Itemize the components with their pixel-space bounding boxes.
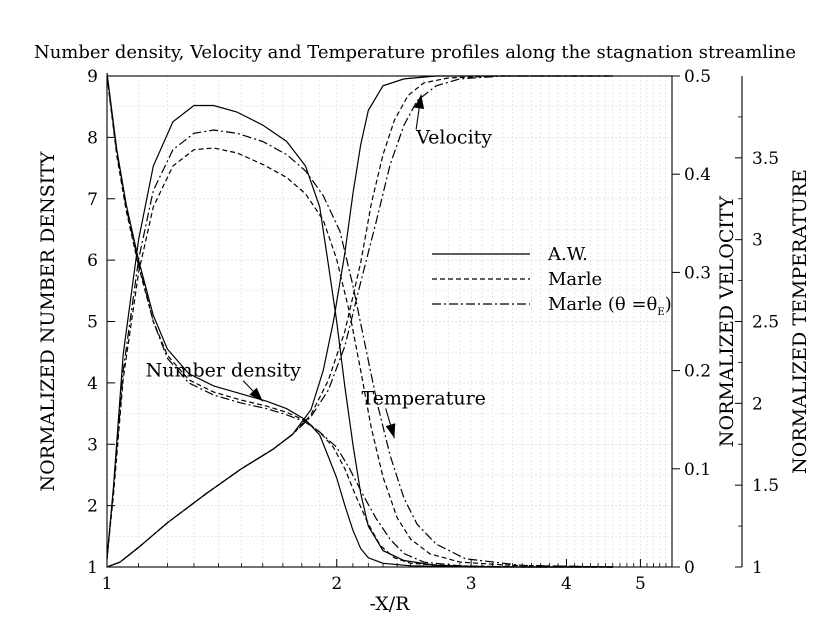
y-axis-label-left: NORMALIZED NUMBER DENSITY <box>37 151 59 491</box>
axes: 1 2 3 4 5 1 2 3 4 5 6 7 8 9 0 0.1 0.2 0.3 0.4 0.5 1 1.5 2 2.5 3 3… <box>87 67 779 594</box>
annotation-arrow-head <box>414 94 425 109</box>
grid <box>106 75 673 568</box>
y-temperature-tick-label: 2.5 <box>752 313 779 333</box>
y-left-tick-label: 7 <box>87 190 98 210</box>
y-left-tick-label: 9 <box>87 67 98 87</box>
y-velocity-tick-label: 0.5 <box>684 67 711 87</box>
y-left-tick-label: 5 <box>87 313 98 333</box>
legend-label: Marle <box>548 269 602 290</box>
chart-title: Number density, Velocity and Temperature… <box>34 42 796 63</box>
y-left-tick-label: 6 <box>87 251 98 271</box>
y-left-tick-label: 3 <box>87 435 98 455</box>
y-velocity-tick-label: 0 <box>684 558 695 578</box>
velocity-dashdot-line <box>106 75 613 568</box>
annotation-label: Temperature <box>361 387 485 409</box>
x-axis-label: -X/R <box>370 593 411 615</box>
number-density-dashed-line <box>106 75 613 568</box>
x-tick-label: 1 <box>102 574 113 594</box>
y-velocity-tick-label: 0.3 <box>684 263 711 283</box>
y-velocity-tick-label: 0.2 <box>684 362 711 382</box>
y-temperature-tick-label: 2 <box>752 394 763 414</box>
temperature-dashdot-line <box>106 129 613 568</box>
annotation-arrow-head <box>385 423 396 439</box>
y-left-tick-label: 8 <box>87 128 98 148</box>
y-axis-label-temperature: NORMALIZED TEMPERATURE <box>789 169 811 474</box>
legend: A.W. Marle Marle (θ =θE) <box>432 244 672 318</box>
annotations: Velocity Number density Temperature <box>146 94 492 439</box>
legend-label: A.W. <box>547 244 588 265</box>
y-axis-label-velocity: NORMALIZED VELOCITY <box>716 195 738 447</box>
y-temperature-tick-label: 1 <box>752 558 763 578</box>
x-tick-label: 3 <box>466 574 477 594</box>
y-temperature-tick-label: 3 <box>752 231 763 251</box>
y-temperature-tick-label: 3.5 <box>752 149 779 169</box>
y-temperature-tick-label: 1.5 <box>752 476 779 496</box>
velocity-dashed-line <box>106 75 613 568</box>
temperature-solid-line <box>106 104 613 568</box>
y-left-tick-label: 1 <box>87 558 98 578</box>
y-velocity-tick-label: 0.4 <box>684 165 711 185</box>
y-left-tick-label: 4 <box>87 374 98 394</box>
x-tick-label: 4 <box>561 574 572 594</box>
annotation-arrow-head <box>249 387 263 402</box>
x-tick-label: 5 <box>635 574 646 594</box>
x-tick-label: 2 <box>331 574 342 594</box>
annotation-label: Number density <box>146 360 302 382</box>
annotation-label: Velocity <box>415 127 492 149</box>
legend-label: Marle (θ =θE) <box>548 294 672 318</box>
plot-curves <box>106 72 613 568</box>
temperature-dashed-line <box>106 147 613 568</box>
y-left-tick-label: 2 <box>87 497 98 517</box>
y-velocity-tick-label: 0.1 <box>684 460 711 480</box>
